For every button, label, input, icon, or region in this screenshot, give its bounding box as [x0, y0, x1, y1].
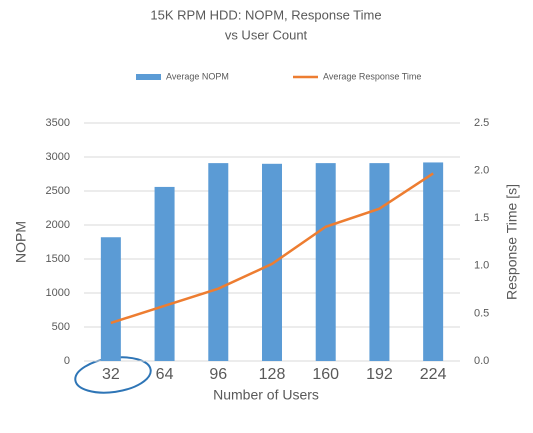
bar [369, 163, 390, 361]
x-tick-label: 128 [259, 366, 286, 383]
bar [208, 163, 229, 361]
bar [423, 162, 444, 361]
y-tick-label: 3000 [46, 151, 70, 163]
x-tick-label: 32 [102, 366, 120, 383]
x-tick-label: 192 [366, 366, 393, 383]
x-tick-label: 64 [156, 366, 174, 383]
bar [154, 186, 175, 361]
x-axis-label: Number of Users [213, 387, 319, 403]
y2-tick-label: 1.0 [474, 260, 489, 272]
bar [100, 237, 121, 361]
legend-swatch [136, 74, 161, 80]
chart-subtitle: vs User Count [225, 27, 308, 42]
line [110, 172, 434, 325]
legend-label: Average NOPM [166, 71, 229, 81]
y2-tick-label: 0.0 [474, 355, 489, 367]
y-tick-label: 2500 [46, 185, 70, 197]
y-tick-label: 1000 [46, 287, 70, 299]
y-tick-label: 3500 [46, 117, 70, 129]
bar [315, 163, 336, 361]
y2-tick-label: 2.5 [474, 117, 489, 129]
x-tick-label: 224 [420, 366, 447, 383]
y2-tick-label: 1.5 [474, 212, 489, 224]
y2-axis-label: Response Time [s] [504, 184, 520, 300]
y2-tick-label: 2.0 [474, 165, 489, 177]
y-tick-label: 500 [52, 321, 70, 333]
y-tick-label: 0 [64, 355, 70, 367]
y2-tick-label: 0.5 [474, 307, 489, 319]
y-axis-label: NOPM [13, 221, 29, 263]
x-tick-label: 160 [312, 366, 339, 383]
legend-label: Average Response Time [323, 71, 421, 81]
y-tick-label: 2000 [46, 219, 70, 231]
x-tick-label: 96 [209, 366, 227, 383]
y-tick-label: 1500 [46, 253, 70, 265]
chart-title: 15K RPM HDD: NOPM, Response Time [150, 7, 381, 22]
